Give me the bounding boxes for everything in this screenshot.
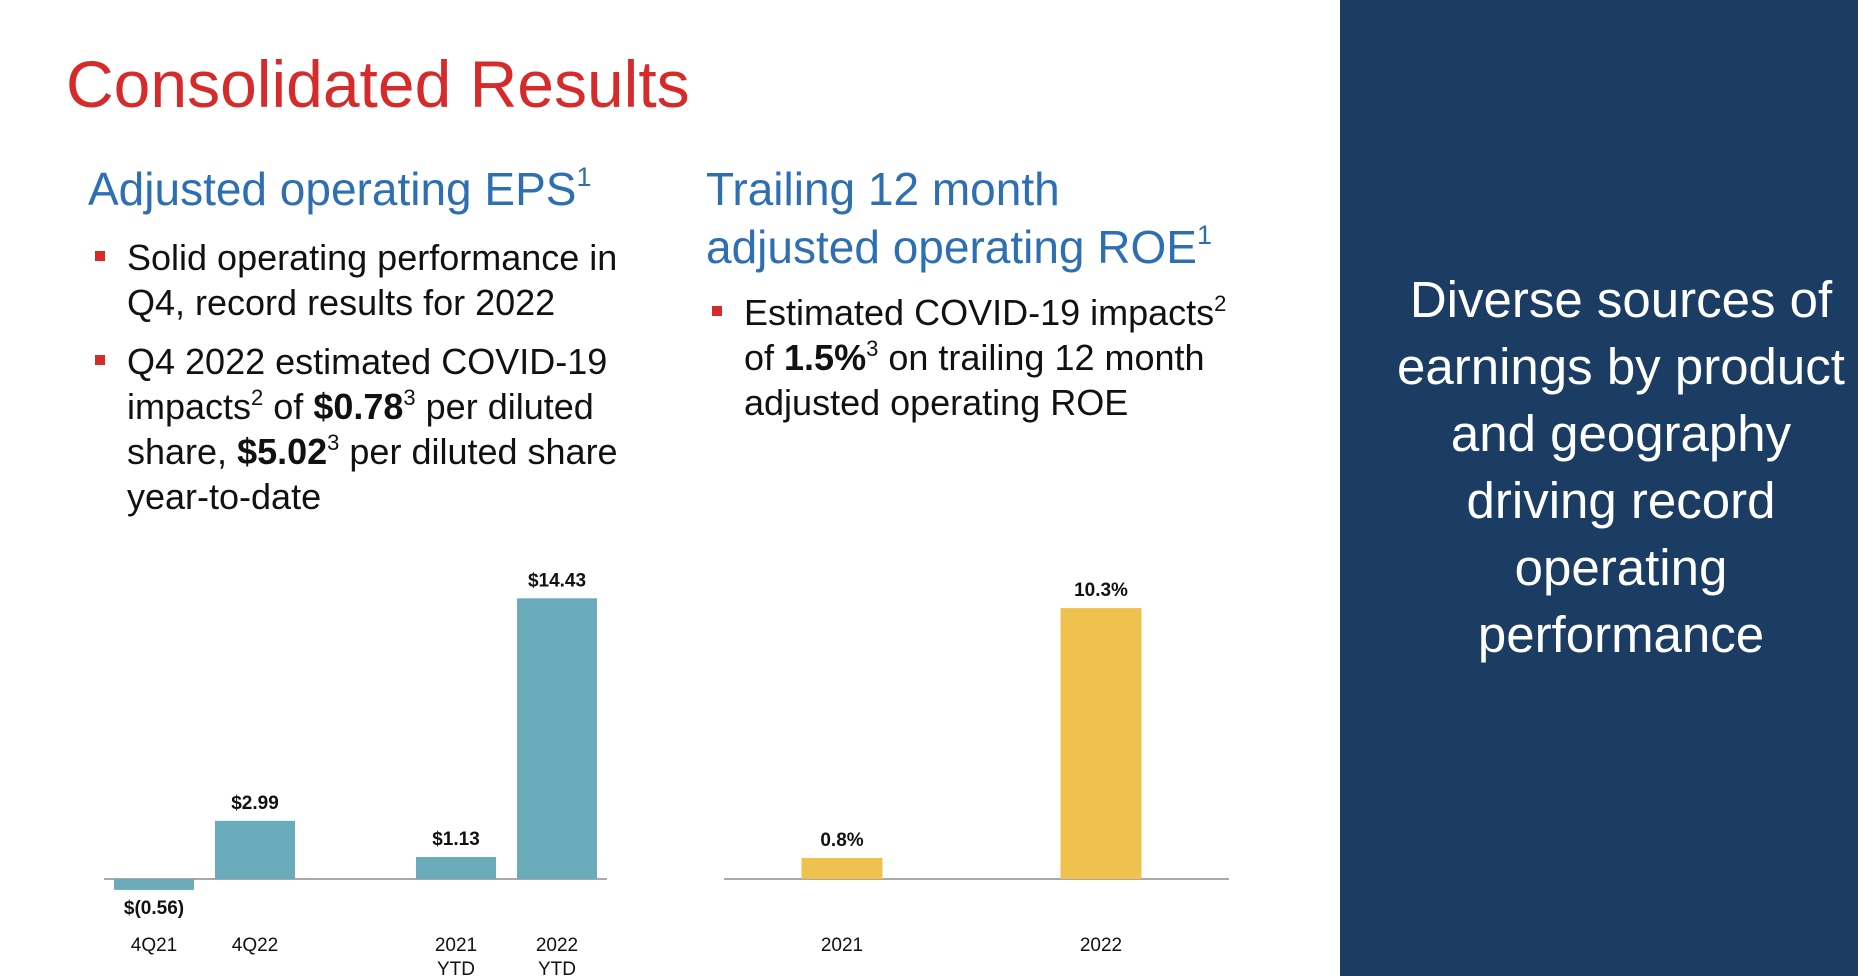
eps-bullet-2-text-a: Q4 2022 estimated COVID-19 impacts: [127, 341, 608, 427]
eps-value-label: $1.13: [432, 829, 480, 850]
eps-bullet-2-text-d: per diluted share year-to-date: [127, 431, 618, 517]
eps-bullet-2-footnote-b: 3: [403, 385, 416, 410]
eps-bullet-2-footnote-c: 3: [327, 430, 340, 455]
eps-heading-footnote: 1: [576, 162, 592, 192]
eps-category-label: 2022: [536, 935, 578, 956]
eps-bar: [114, 879, 194, 890]
roe-bullet-list: Estimated COVID-19 impacts2 of 1.5%3 on …: [706, 290, 1266, 439]
roe-bar: [801, 857, 883, 879]
eps-bar: [215, 820, 295, 879]
eps-category-label: YTD: [437, 959, 475, 976]
eps-category-label: 2021: [435, 935, 477, 956]
eps-bullet-list: Solid operating performance in Q4, recor…: [89, 235, 649, 533]
roe-bullet-1-text-b: of: [744, 337, 785, 378]
roe-bullet-1-footnote-b: 3: [866, 336, 879, 361]
side-message: Diverse sources of earnings by product a…: [1397, 271, 1845, 663]
eps-bullet-2-footnote-a: 2: [251, 385, 264, 410]
eps-category-label: 4Q22: [232, 935, 278, 956]
roe-heading-footnote: 1: [1196, 220, 1213, 250]
roe-heading: Trailing 12 month adjusted operating ROE1: [706, 160, 1212, 276]
eps-bullet-2-text-b: of: [263, 386, 314, 427]
roe-heading-line2: adjusted operating ROE: [706, 221, 1197, 273]
eps-bullet-1-text: Solid operating performance in Q4, recor…: [127, 237, 618, 323]
roe-value-label: 0.8%: [820, 830, 863, 851]
eps-bullet-2-ytd-impact: $5.02: [237, 431, 328, 472]
roe-bar: [1060, 608, 1142, 879]
roe-bullet-1-footnote-a: 2: [1214, 291, 1227, 316]
eps-bullet-2-q4-impact: $0.78: [313, 386, 404, 427]
roe-heading-line1: Trailing 12 month: [706, 163, 1060, 215]
roe-bullet-1-impact: 1.5%: [784, 337, 867, 378]
eps-value-label: $(0.56): [124, 898, 184, 919]
roe-bullet-1-text-a: Estimated COVID-19 impacts: [744, 292, 1215, 333]
roe-category-label: 2022: [1080, 935, 1122, 956]
side-panel: [1340, 0, 1858, 976]
eps-heading-text: Adjusted operating EPS: [88, 163, 577, 215]
eps-bar-chart: $(0.56) 4Q21 $2.99 4Q22 $1.13 2021 YTD $14.43 20…: [104, 570, 607, 976]
roe-category-label: 2021: [821, 935, 863, 956]
slide-title: Consolidated Results: [66, 47, 690, 121]
eps-category-label: YTD: [538, 959, 576, 976]
eps-heading: Adjusted operating EPS1: [88, 160, 591, 218]
eps-category-label: 4Q21: [131, 935, 177, 956]
eps-bullet-2: Q4 2022 estimated COVID-19 impacts2 of $…: [89, 339, 649, 519]
eps-bar: [416, 857, 496, 879]
eps-value-label: $2.99: [231, 793, 279, 814]
roe-bullet-1: Estimated COVID-19 impacts2 of 1.5%3 on …: [706, 290, 1266, 425]
eps-bullet-2-text-c: per diluted share,: [127, 386, 594, 472]
roe-bullet-1-text-c: on trailing 12 month adjusted operating …: [744, 337, 1205, 423]
eps-bullet-1: Solid operating performance in Q4, recor…: [89, 235, 649, 325]
roe-value-label: 10.3%: [1074, 580, 1128, 601]
roe-bar-chart: 0.8% 2021 10.3% 2022: [724, 580, 1229, 956]
eps-bar: [517, 598, 597, 879]
eps-value-label: $14.43: [528, 570, 586, 591]
